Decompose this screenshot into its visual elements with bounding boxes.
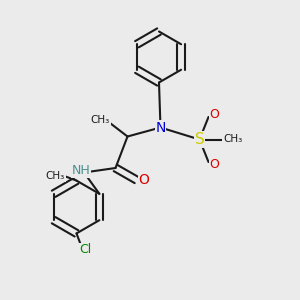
Text: NH: NH xyxy=(72,164,90,178)
Text: CH₃: CH₃ xyxy=(223,134,242,145)
Text: CH₃: CH₃ xyxy=(91,115,110,125)
Text: Cl: Cl xyxy=(80,243,92,256)
Text: O: O xyxy=(210,107,219,121)
Text: N: N xyxy=(155,121,166,134)
Text: CH₃: CH₃ xyxy=(46,171,65,181)
Text: O: O xyxy=(210,158,219,172)
Text: S: S xyxy=(195,132,204,147)
Text: O: O xyxy=(139,173,149,187)
